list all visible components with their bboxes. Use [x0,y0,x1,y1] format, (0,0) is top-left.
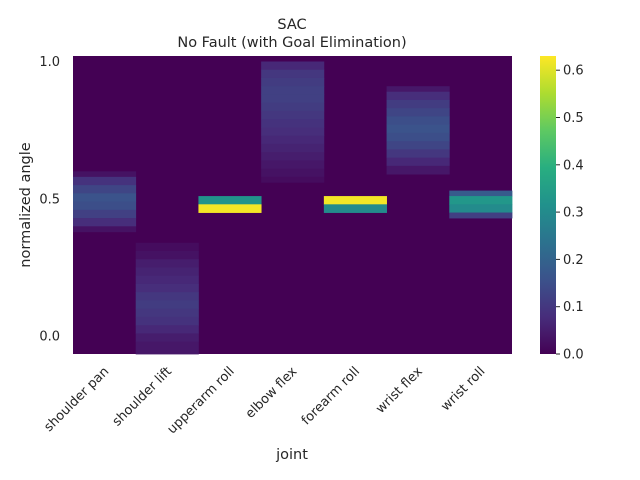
heatmap-cell [135,242,199,252]
y-tick-label: 0.5 [39,192,60,207]
heatmap-cell [135,275,199,285]
colorbar-tick-label: 0.2 [563,253,584,268]
heatmap-cell [135,300,199,310]
heatmap-cell [261,160,325,170]
heatmap-cell [261,102,325,112]
heatmap-cell [261,119,325,128]
heatmap-cell [261,168,325,178]
heatmap-cell [449,196,513,205]
heatmap-cell [135,283,199,293]
x-tick-label: forearm roll [299,364,363,428]
heatmap-cell [386,99,450,109]
heatmap-cell [135,267,199,277]
heatmap-cell [261,152,325,161]
chart-title: SAC [277,17,306,33]
heatmap-cell [261,135,325,145]
x-tick-label: upperarm roll [165,364,238,437]
heatmap-cell [261,94,325,104]
heatmap-cell [386,91,450,101]
heatmap-cell [386,141,450,150]
heatmap-cell [135,325,199,334]
heatmap-cell [386,124,450,134]
heatmap-cell [261,127,325,137]
heatmap-cell [135,308,199,318]
heatmap-cell [386,108,450,117]
heatmap-cell [73,209,137,219]
heatmap-cell [73,226,137,233]
heatmap-cell [135,259,199,268]
y-axis-label: normalized angle [18,142,34,267]
heatmap-cell [449,190,513,197]
heatmap-cell [135,341,199,355]
heatmap-cell [135,251,199,260]
x-tick-label: wrist roll [438,364,488,414]
y-tick-label: 0.0 [39,330,60,345]
heatmap-cell [73,193,137,202]
heatmap-cell [261,61,325,71]
heatmap-cell [323,196,387,205]
heatmap-cell [73,201,137,211]
heatmap-cell [386,116,450,126]
heatmap-cell [261,86,325,95]
colorbar-tick-label: 0.0 [563,348,584,363]
heatmap-cell [73,185,137,194]
heatmap-cell [386,165,450,175]
heatmap-cell [73,218,137,227]
colorbar-tick-label: 0.5 [563,111,584,126]
colorbar-ticks: 0.0 0.1 0.2 0.3 0.4 0.5 0.6 [556,64,584,363]
heatmap-cells [73,61,513,355]
y-tick-label: 1.0 [39,55,60,70]
heatmap-cell [261,110,325,120]
heatmap-cell [386,132,450,142]
heatmap-cell [198,204,262,213]
heatmap-cell [323,204,387,213]
chart-subtitle: No Fault (with Goal Elimination) [177,35,406,51]
x-tick-label: wrist flex [373,364,426,417]
heatmap-cell [198,196,262,205]
y-axis-ticks: 0.0 0.5 1.0 [39,55,60,345]
heatmap-cell [449,204,513,213]
heatmap-cell [73,171,137,178]
colorbar-tick-label: 0.1 [563,300,584,315]
x-tick-label: shoulder pan [42,364,113,435]
heatmap-cell [449,212,513,219]
x-tick-label: elbow flex [243,364,301,422]
heatmap-cell [73,176,137,186]
colorbar-tick-label: 0.3 [563,206,584,221]
heatmap-cell [261,143,325,153]
heatmap-cell [261,69,325,79]
heatmap-cell [261,77,325,87]
heatmap-cell [386,86,450,93]
heatmap-cell [386,157,450,167]
heatmap-cell [135,292,199,301]
colorbar-tick-label: 0.4 [563,158,584,173]
heatmap-cell [261,176,325,183]
x-axis-label: joint [275,447,308,463]
colorbar [540,56,556,354]
colorbar-tick-label: 0.6 [563,64,584,79]
heatmap-cell [386,149,450,159]
x-tick-label: shoulder lift [110,364,175,429]
heatmap-cell [135,333,199,343]
heatmap-cell [135,316,199,326]
